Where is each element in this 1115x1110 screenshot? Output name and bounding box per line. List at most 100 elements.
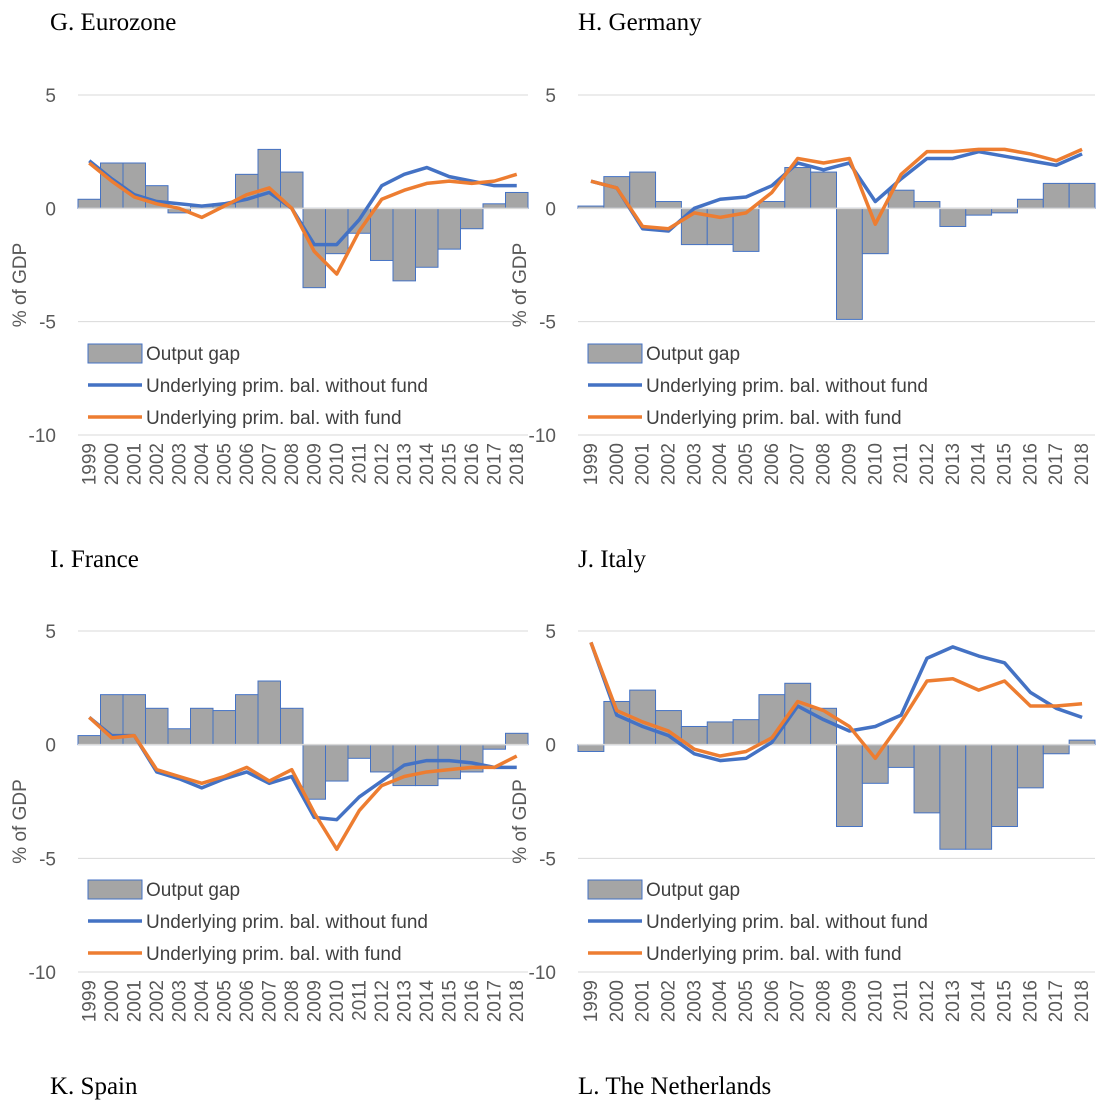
legend-swatch bbox=[587, 879, 643, 900]
y-tick-label: 0 bbox=[45, 736, 56, 757]
x-tick-label: 2003 bbox=[684, 980, 705, 1022]
line-series bbox=[589, 641, 1083, 761]
x-tick-label: 2017 bbox=[484, 980, 505, 1022]
legend-label: Output gap bbox=[646, 880, 740, 901]
bar bbox=[77, 735, 101, 746]
x-tick-label: 2009 bbox=[304, 443, 325, 485]
bar bbox=[77, 198, 101, 209]
y-tick-label: 5 bbox=[545, 622, 556, 643]
x-tick-label: 2011 bbox=[349, 443, 370, 484]
bar bbox=[1042, 744, 1070, 755]
x-tick-label: 2009 bbox=[839, 980, 860, 1022]
y-tick-label: -5 bbox=[539, 313, 556, 334]
bar bbox=[460, 207, 484, 230]
x-tick-label: 2002 bbox=[147, 443, 168, 485]
x-tick-label: 2008 bbox=[282, 980, 303, 1022]
x-tick-label: 2004 bbox=[192, 980, 213, 1023]
bar bbox=[810, 171, 838, 209]
y-tick-label: 0 bbox=[545, 736, 556, 757]
x-tick-label: 2005 bbox=[214, 980, 235, 1022]
y-tick-label: -10 bbox=[529, 426, 556, 447]
x-tick-label: 2008 bbox=[814, 443, 835, 485]
line-series bbox=[589, 641, 1083, 763]
bar bbox=[505, 732, 529, 746]
x-tick-label: 2015 bbox=[995, 443, 1016, 485]
bar bbox=[706, 721, 734, 746]
bar bbox=[861, 207, 889, 255]
x-tick-label: 2015 bbox=[995, 980, 1016, 1022]
line-series bbox=[88, 716, 518, 851]
x-tick-label: 2005 bbox=[736, 443, 757, 485]
y-tick-label: 0 bbox=[545, 199, 556, 220]
x-tick-label: 2003 bbox=[684, 443, 705, 485]
bar bbox=[505, 191, 529, 209]
bar bbox=[145, 707, 169, 746]
bar bbox=[1068, 182, 1096, 209]
x-tick-label: 2010 bbox=[327, 980, 348, 1022]
y-axis-label: % of GDP bbox=[510, 779, 531, 863]
chart-title: H. Germany bbox=[578, 9, 702, 36]
x-tick-label: 2003 bbox=[169, 980, 190, 1022]
y-tick-label: -10 bbox=[529, 963, 556, 984]
x-tick-label: 2007 bbox=[788, 443, 809, 485]
x-tick-label: 2018 bbox=[1072, 443, 1093, 485]
bar bbox=[235, 694, 259, 746]
bar bbox=[836, 744, 863, 828]
x-tick-label: 2013 bbox=[943, 980, 964, 1022]
x-tick-label: 2017 bbox=[1046, 443, 1067, 485]
x-tick-label: 2014 bbox=[417, 443, 438, 486]
bar bbox=[965, 744, 993, 850]
bar bbox=[1042, 182, 1070, 209]
chart-title: G. Eurozone bbox=[50, 9, 176, 36]
bar bbox=[913, 744, 941, 814]
bar bbox=[991, 744, 1018, 828]
y-axis-label: % of GDP bbox=[10, 779, 31, 863]
x-tick-label: 2007 bbox=[259, 443, 280, 485]
bar bbox=[325, 207, 349, 255]
x-tick-label: 2006 bbox=[762, 443, 783, 485]
x-tick-label: 2013 bbox=[394, 980, 415, 1022]
y-tick-label: -5 bbox=[39, 849, 56, 870]
bar bbox=[347, 744, 371, 759]
x-tick-label: 2016 bbox=[462, 443, 483, 485]
x-tick-label: 2007 bbox=[788, 980, 809, 1022]
x-tick-label: 2011 bbox=[891, 980, 912, 1021]
x-tick-label: 2010 bbox=[865, 443, 886, 485]
y-tick-label: -10 bbox=[29, 426, 56, 447]
legend-label: Output gap bbox=[146, 344, 240, 365]
x-tick-label: 2002 bbox=[658, 980, 679, 1022]
legend-label: Output gap bbox=[646, 344, 740, 365]
bar bbox=[212, 710, 236, 746]
x-tick-label: 2009 bbox=[839, 443, 860, 485]
bar bbox=[836, 207, 863, 320]
x-tick-label: 2014 bbox=[969, 980, 990, 1023]
bar bbox=[655, 201, 682, 209]
bar bbox=[302, 744, 326, 800]
bar bbox=[122, 162, 146, 209]
bar bbox=[1016, 744, 1044, 789]
y-axis-label: % of GDP bbox=[510, 243, 531, 327]
bar bbox=[167, 728, 191, 746]
legend-swatch bbox=[87, 879, 143, 900]
x-tick-label: 2000 bbox=[607, 980, 628, 1022]
x-tick-label: 2014 bbox=[969, 443, 990, 486]
bar bbox=[887, 744, 915, 768]
x-tick-label: 2006 bbox=[762, 980, 783, 1022]
x-tick-label: 2014 bbox=[417, 980, 438, 1023]
bar bbox=[913, 201, 941, 209]
legend-label: Underlying prim. bal. with fund bbox=[146, 944, 402, 965]
y-tick-label: 5 bbox=[545, 86, 556, 107]
legend-label: Underlying prim. bal. with fund bbox=[646, 944, 902, 965]
x-tick-label: 2017 bbox=[484, 443, 505, 485]
bar bbox=[415, 207, 439, 268]
x-tick-label: 2001 bbox=[633, 443, 654, 485]
x-tick-label: 2010 bbox=[865, 980, 886, 1022]
x-tick-label: 2000 bbox=[102, 980, 123, 1022]
bar bbox=[370, 207, 394, 261]
x-tick-label: 2010 bbox=[327, 443, 348, 485]
x-tick-label: 1999 bbox=[581, 980, 602, 1022]
legend-swatch bbox=[587, 343, 643, 364]
x-tick-label: 2000 bbox=[102, 443, 123, 485]
legend-swatch bbox=[87, 343, 143, 364]
